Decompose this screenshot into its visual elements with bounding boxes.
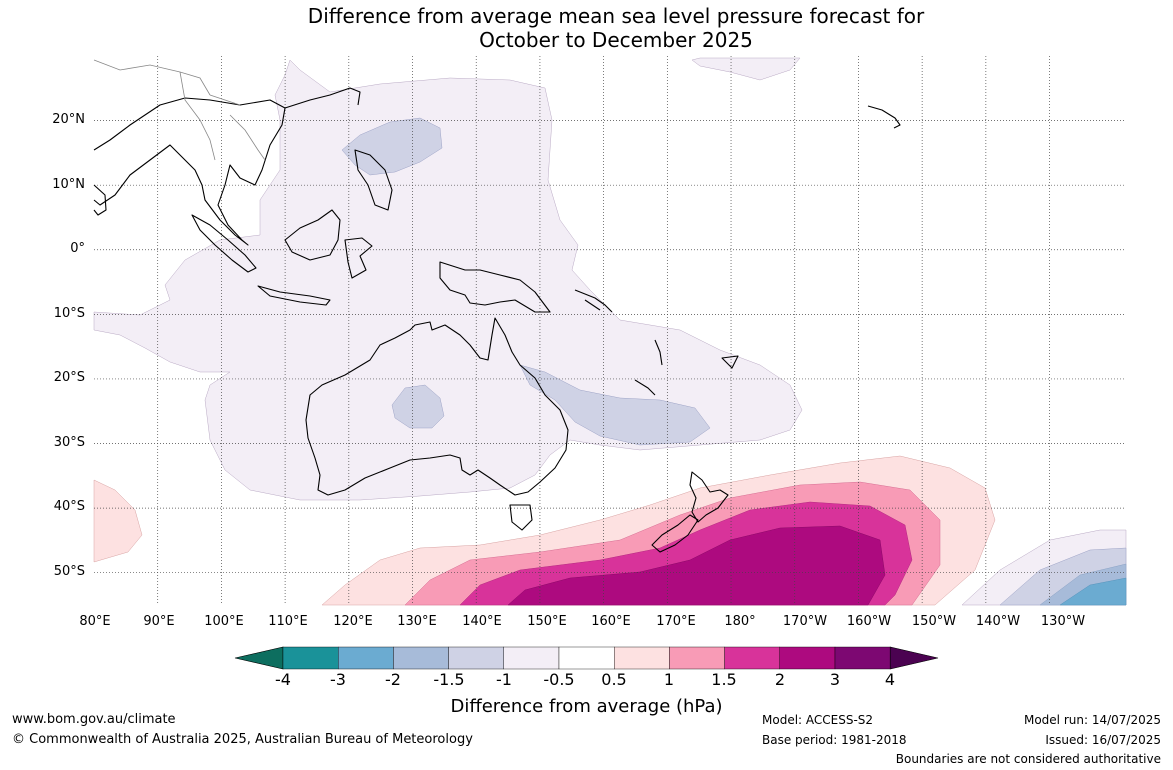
colorbar-tick-label: 4 [884,670,896,689]
lon-label-160e: 160°E [591,614,631,629]
solomon-islands [574,289,613,313]
new-zealand-south-island [651,514,699,553]
boundaries-disclaimer: Boundaries are not considered authoritat… [895,752,1161,766]
asia-coastline [93,97,286,246]
lon-label-130w: 130°W [1040,614,1086,629]
java-coastline [257,285,331,306]
lon-label-160w: 160°W [846,614,892,629]
country-borders [93,59,266,161]
contour-neg0.5-main [93,59,803,501]
lon-label-110e: 110°E [268,614,308,629]
lon-label-100e: 100°E [204,614,244,629]
contour-neg1-philippine-sea [341,117,443,176]
contour-neg1-coral-sea [519,364,711,446]
lon-label-90e: 90°E [143,614,175,629]
australia-coastline [305,317,569,496]
new-caledonia [634,379,656,396]
tasmania-coastline [509,504,533,531]
lat-label-30s: 30°S [53,435,85,450]
colorbar-tick-label: 2 [774,670,786,689]
colorbar-tick-label: -0.5 [543,670,575,689]
sumatra-coastline [191,214,257,273]
contour-pos0.5-indian [93,479,143,563]
lon-label-120e: 120°E [333,614,373,629]
borneo-coastline [284,209,341,261]
china-coast [284,87,361,109]
new-guinea-coastline [439,261,551,313]
lon-label-130e: 130°E [397,614,437,629]
contour-neg1-inland-australia [391,384,445,429]
lon-label-180: 180° [724,614,756,629]
coastlines [93,87,901,553]
lat-label-10n: 10°N [52,177,85,192]
fiji [721,355,739,369]
colorbar-tick-label: -1.5 [433,670,465,689]
colorbar-tick-label: 1 [663,670,675,689]
copyright-text: © Commonwealth of Australia 2025, Austra… [12,732,473,747]
colorbar-tick-label: -2 [385,670,401,689]
lon-label-170w: 170°W [782,614,828,629]
colorbar-tick-label: -4 [275,670,291,689]
lon-label-140w: 140°W [975,614,1021,629]
sulawesi-coastline [344,237,373,279]
philippines-coastline [354,149,393,211]
website-link[interactable]: www.bom.gov.au/climate [12,712,176,727]
lat-label-20s: 20°S [53,370,85,385]
lat-label-40s: 40°S [53,499,85,514]
india-coastline [93,184,107,216]
issued-date: Issued: 16/07/2025 [1045,733,1161,747]
model-name: Model: ACCESS-S2 [762,713,874,727]
colorbar-label: Difference from average (hPa) [450,696,723,717]
lon-label-80e: 80°E [79,614,111,629]
lon-label-140e: 140°E [462,614,502,629]
colorbar-tick-label: -3 [330,670,346,689]
lat-label-10s: 10°S [53,306,85,321]
lon-label-150e: 150°E [527,614,567,629]
lat-label-20n: 20°N [52,112,85,127]
colorbar-tick-label: 3 [829,670,841,689]
colorbar-tick-label: 1.5 [711,670,737,689]
contour-neg0.5-north [691,57,801,81]
contour-neg2-southeast [1059,577,1127,606]
colorbar-tick-label: 0.5 [601,670,627,689]
vanuatu [654,339,663,366]
new-zealand-north-island [689,471,729,523]
lon-label-150w: 150°W [911,614,957,629]
title-line-2: October to December 2025 [479,28,753,52]
lat-label-0: 0° [70,241,85,256]
gridlines [94,56,1126,605]
base-period: Base period: 1981-2018 [762,733,907,747]
contour-pos2 [507,525,886,606]
hawaii [867,105,901,129]
model-run-date: Model run: 14/07/2025 [1023,713,1161,727]
title-line-1: Difference from average mean sea level p… [307,4,925,28]
colorbar-tick-label: -1 [496,670,512,689]
lat-label-50s: 50°S [53,564,85,579]
lon-label-170e: 170°E [656,614,696,629]
map-title: Difference from average mean sea level p… [0,4,1173,52]
